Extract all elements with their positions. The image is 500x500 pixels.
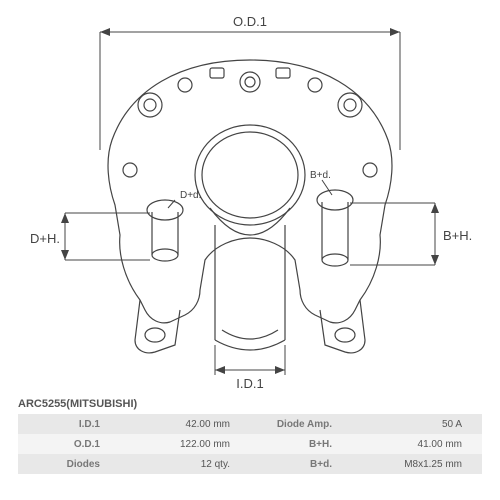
spec-label: Diodes <box>18 454 108 474</box>
dd-label: D+d. <box>180 190 201 201</box>
spec-label: Diode Amp. <box>250 414 340 434</box>
spec-value: 42.00 mm <box>108 414 250 434</box>
technical-drawing: O.D.1 <box>0 0 500 395</box>
spec-value: 41.00 mm <box>340 434 482 454</box>
table-row: I.D.1 42.00 mm Diode Amp. 50 A <box>18 414 482 434</box>
od1-dim-label: O.D.1 <box>233 14 267 29</box>
id1-dim-label: I.D.1 <box>236 376 263 391</box>
rectifier-body <box>108 60 392 353</box>
spec-value: 122.00 mm <box>108 434 250 454</box>
spec-value: 12 qty. <box>108 454 250 474</box>
spec-label: I.D.1 <box>18 414 108 434</box>
bd-label: B+d. <box>310 170 331 181</box>
spec-label: O.D.1 <box>18 434 108 454</box>
spec-value: 50 A <box>340 414 482 434</box>
dh-dim-label: D+H. <box>30 231 60 246</box>
bh-dim-label: B+H. <box>443 228 472 243</box>
table-row: Diodes 12 qty. B+d. M8x1.25 mm <box>18 454 482 474</box>
spec-label: B+d. <box>250 454 340 474</box>
spec-table: I.D.1 42.00 mm Diode Amp. 50 A O.D.1 122… <box>18 414 482 474</box>
spec-label: B+H. <box>250 434 340 454</box>
spec-value: M8x1.25 mm <box>340 454 482 474</box>
part-number-title: ARC5255(MITSUBISHI) <box>18 398 137 410</box>
table-row: O.D.1 122.00 mm B+H. 41.00 mm <box>18 434 482 454</box>
